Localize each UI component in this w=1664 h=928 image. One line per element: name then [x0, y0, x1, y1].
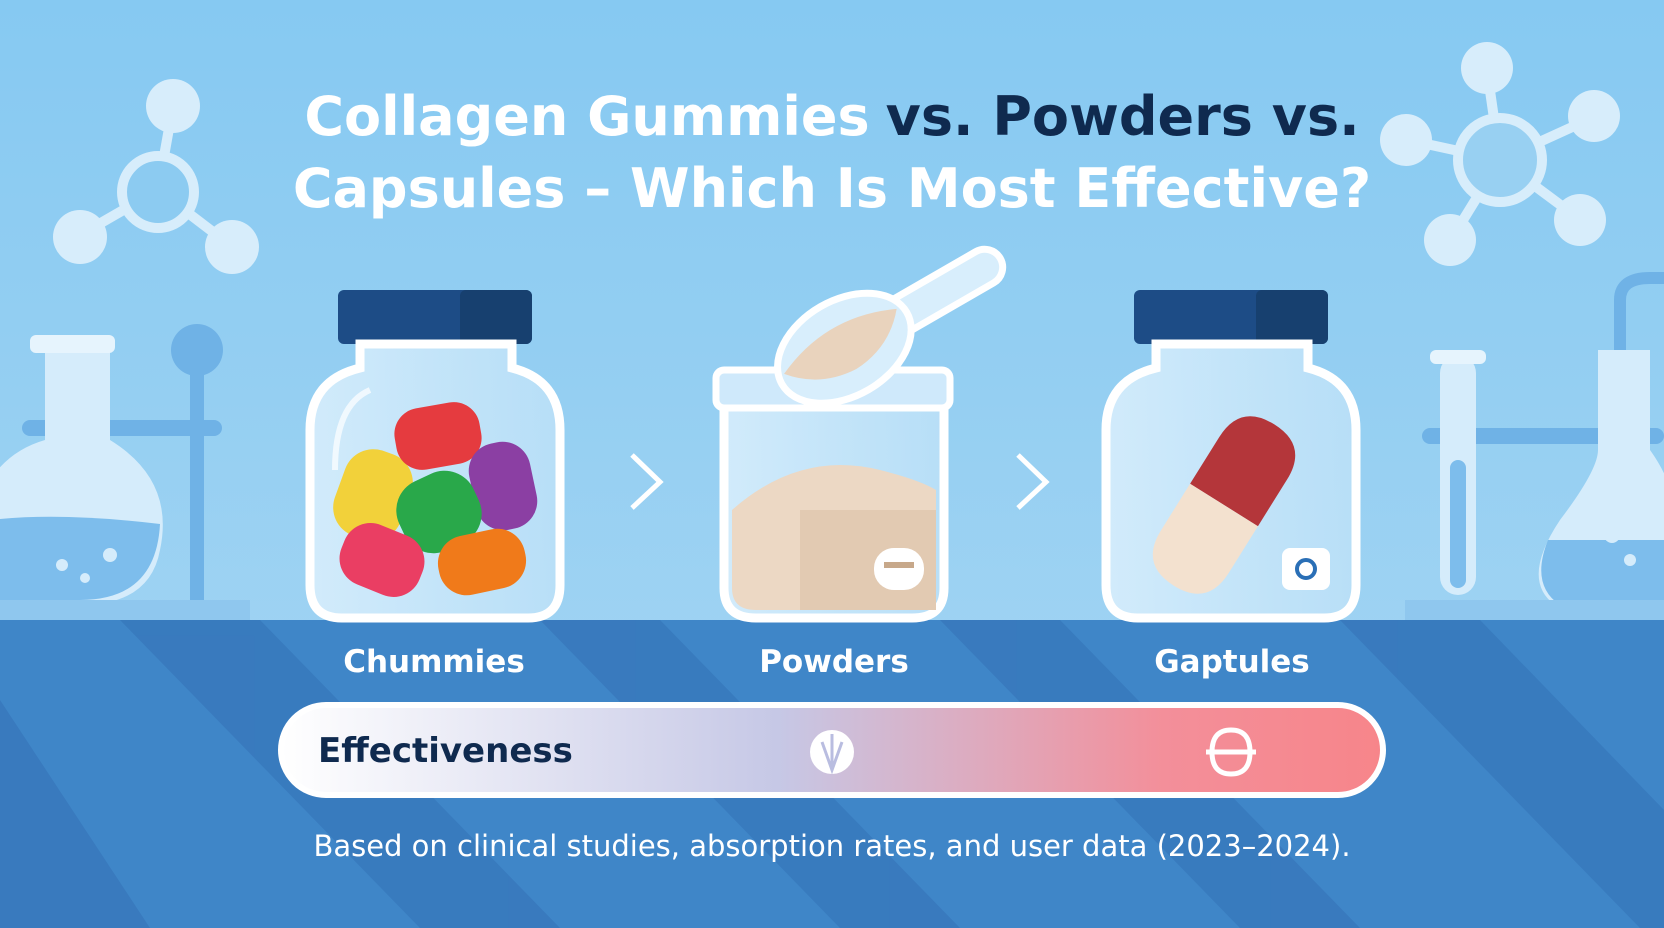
title-line-1: Collagen Gummies vs. Powders vs.	[304, 85, 1359, 148]
atom	[1554, 194, 1606, 246]
bubble	[103, 548, 117, 562]
title-part: Collagen Gummies	[304, 85, 869, 148]
product-label: Gaptules	[1154, 644, 1310, 680]
jar-lid-shade	[1256, 290, 1328, 344]
bubble	[80, 573, 90, 583]
gummies-jar	[305, 290, 565, 623]
atom	[1380, 114, 1432, 166]
molecule-right-atoms	[1380, 42, 1620, 266]
capsule-top	[1190, 416, 1296, 527]
bubble	[1604, 527, 1620, 543]
bubble	[1624, 554, 1636, 566]
tube-rim	[1430, 350, 1486, 364]
stripe	[0, 700, 150, 928]
atom	[53, 210, 107, 264]
atom	[146, 79, 200, 133]
bubble	[56, 559, 68, 571]
flask-rim	[30, 335, 115, 353]
gummy	[339, 523, 425, 597]
footnote: Based on clinical studies, absorption ra…	[313, 829, 1350, 863]
stripe	[1340, 620, 1664, 928]
gummy	[333, 449, 413, 541]
atom	[1453, 113, 1547, 207]
lab-right	[1405, 272, 1664, 620]
shelf	[0, 600, 250, 620]
flask-liquid	[1541, 540, 1664, 605]
scoop	[774, 245, 1007, 407]
jar-lid-shade	[460, 290, 532, 344]
arrow	[1016, 453, 1050, 510]
atom	[1568, 90, 1620, 142]
bar-icon-mark	[820, 734, 844, 775]
effectiveness-label: Effectiveness	[318, 731, 573, 771]
stand-knob	[171, 324, 223, 376]
product-label: Chummies	[343, 644, 525, 680]
title-part: vs. Powders vs.	[886, 85, 1360, 148]
atom	[117, 151, 199, 233]
stand	[190, 350, 204, 610]
arrow	[630, 453, 664, 510]
product-label: Powders	[759, 644, 909, 680]
shelf	[1405, 600, 1664, 620]
gummy	[437, 528, 527, 596]
bar-icon	[1206, 727, 1256, 777]
title-line-2: Capsules – Which Is Most Effective?	[293, 157, 1371, 220]
powder-jar	[712, 245, 1007, 623]
atom	[1461, 42, 1513, 94]
glare	[332, 387, 372, 471]
tube-liquid	[1450, 460, 1466, 588]
atom	[1424, 214, 1476, 266]
capsule-bottom	[1152, 483, 1258, 594]
capsule-jar	[1101, 290, 1361, 623]
gummy	[468, 441, 538, 531]
molecule-left	[77, 105, 234, 249]
lab-left	[0, 324, 223, 610]
atom	[205, 220, 259, 274]
label-badge	[874, 548, 924, 590]
label-badge	[1282, 548, 1330, 590]
scoop-powder	[784, 308, 897, 380]
tube-pipe	[1614, 272, 1664, 350]
flask-liquid	[0, 516, 160, 600]
badge-mark	[884, 562, 914, 568]
capsule	[1152, 416, 1296, 594]
gummy	[394, 402, 482, 470]
gummy	[396, 470, 482, 554]
molecule-left-atoms	[53, 79, 259, 274]
badge-mark	[1295, 558, 1317, 580]
